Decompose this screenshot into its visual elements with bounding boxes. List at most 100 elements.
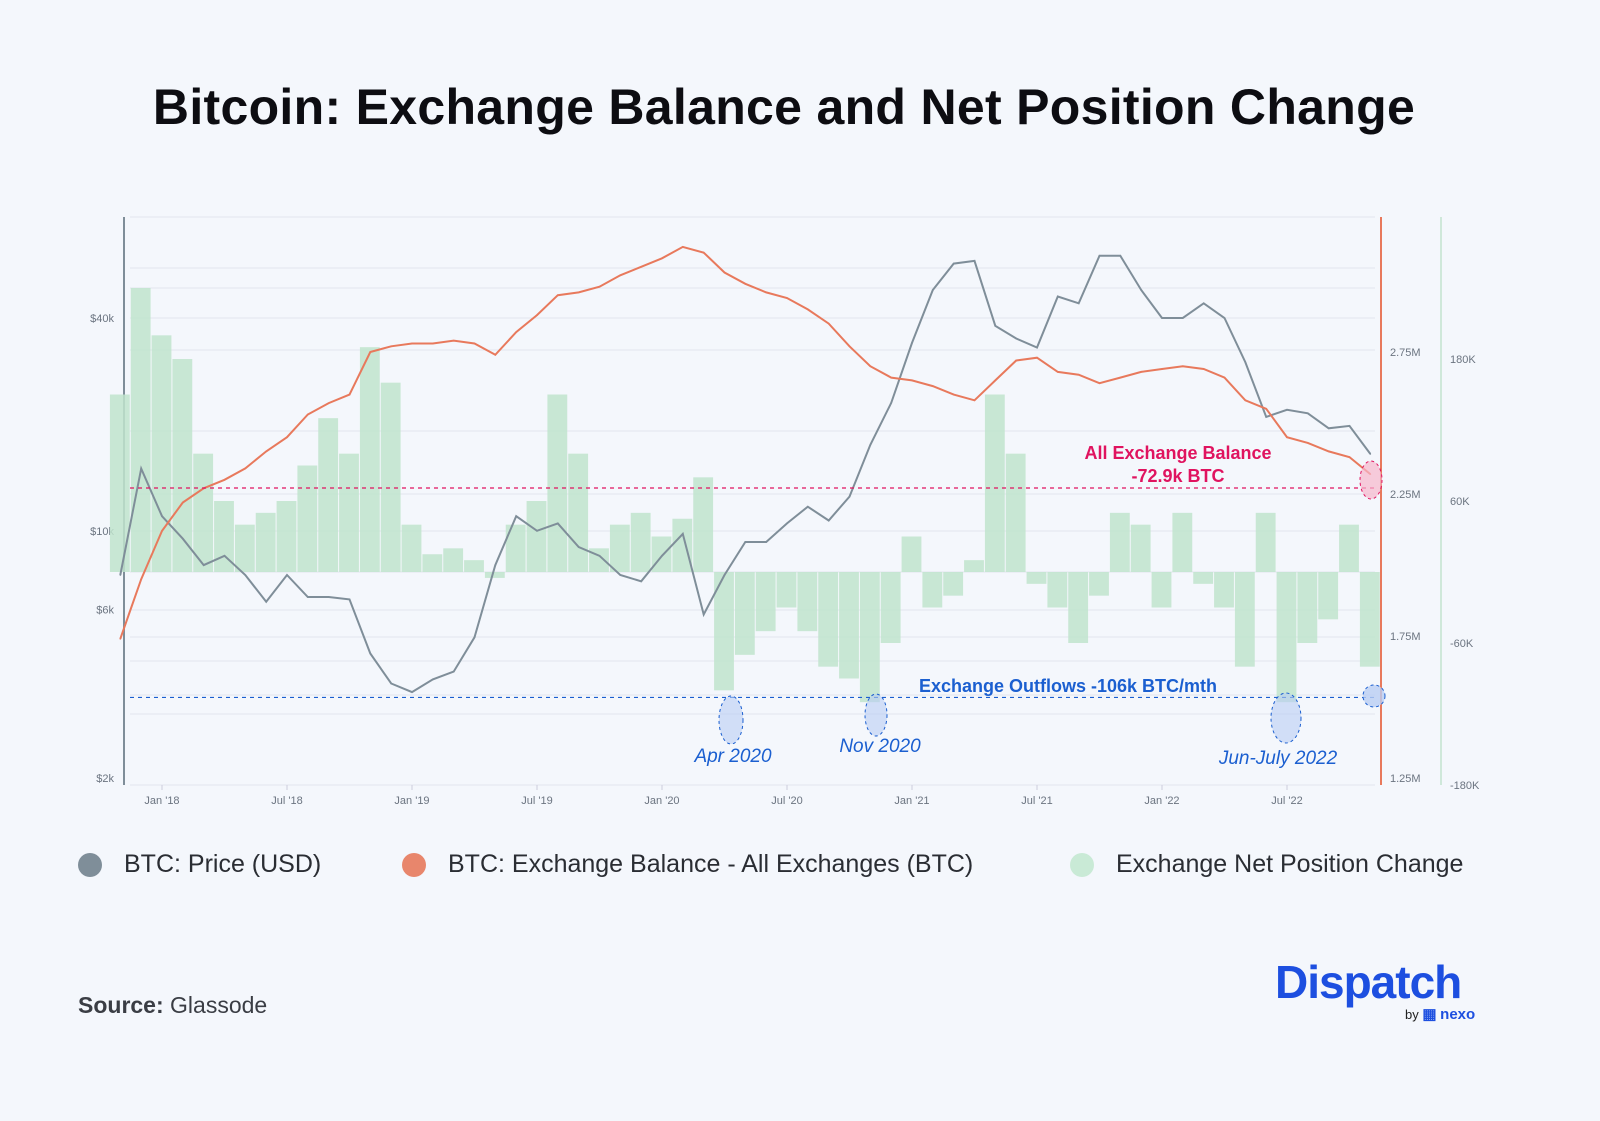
net-position-bar [693,477,714,572]
balance-point [1098,382,1101,385]
balance-point [952,393,955,396]
legend-swatch-price [78,852,102,877]
price-point [182,537,184,540]
price-point [557,522,559,525]
price-point [244,574,247,576]
price-point [202,564,205,566]
net-position-bar [901,536,922,572]
price-point [390,682,392,685]
net-position-bar [609,524,630,572]
balance-point [557,294,559,297]
price-point [1015,337,1017,340]
price-point [1036,346,1038,349]
balance-point [1182,365,1184,368]
x-tick-label: Jan '20 [644,795,679,807]
balance-point [682,246,684,248]
net-position-bar [984,394,1005,572]
price-point [598,555,601,557]
balance-point [619,274,622,277]
balance-point [494,354,497,356]
net-tick-label: 180K [1450,354,1476,366]
balance-point [119,638,122,640]
net-position-bar [464,560,484,572]
source-label: Source: [78,992,164,1018]
outflow-annotation: Exchange Outflows -106k BTC/mth [919,676,1217,696]
price-point [473,636,476,639]
period-highlight [864,693,888,737]
balance-point [265,450,267,453]
balance-point [911,379,913,382]
net-position-bar [193,453,214,572]
balance-point [307,413,309,416]
price-point [640,580,642,583]
net-position-bar [797,572,818,632]
net-position-bar [151,335,172,572]
balance-point [369,351,372,353]
balance-point [1036,356,1038,359]
price-point [577,546,580,548]
legend-item-balance: BTC: Exchange Balance - All Exchanges (B… [402,850,973,879]
price-point [140,467,142,470]
price-point [536,530,538,532]
net-position-bar [214,501,234,572]
price-point [119,574,122,576]
net-position-bar [484,572,505,578]
price-point [307,596,309,598]
balance-point [536,314,538,316]
net-position-bar [755,572,776,632]
net-position-bar [859,572,880,703]
net-position-bar [1255,512,1276,572]
net-position-bar [630,512,651,572]
period-highlight [718,695,744,745]
net-position-bar [1068,572,1089,643]
net-position-bar [1047,572,1068,608]
price-point [827,519,830,522]
logo-byline: by ▦ nexo [1405,1005,1475,1023]
balance-point [723,271,726,274]
net-tick-label: -60K [1450,638,1474,650]
balance-point [1077,373,1080,376]
net-position-bar [1089,572,1109,596]
price-point [744,541,747,543]
legend-label: BTC: Price (USD) [124,850,322,878]
price-point [848,495,851,498]
balance-point [1307,442,1309,444]
balance-point [348,393,351,396]
balance-tick-label: 2.25M [1390,489,1421,501]
balance-point [1140,371,1142,373]
balance-tick-label: 1.75M [1390,631,1421,643]
net-position-bar [1318,572,1339,620]
balance-annotation: All Exchange Balance [1084,443,1271,463]
net-position-bar [505,524,526,572]
net-position-bar [1339,524,1359,572]
price-point [952,262,955,265]
x-tick-label: Jul '20 [771,795,802,807]
price-point [1327,427,1330,430]
balance-point [1119,376,1122,379]
price-point [1244,361,1247,363]
net-position-bar [568,453,589,572]
net-tick-label: 60K [1450,496,1470,508]
price-point [723,574,726,576]
balance-point [161,530,163,532]
balance-highlight [1359,460,1383,500]
balance-point [848,345,851,348]
price-point [411,691,413,693]
x-tick-label: Jul '19 [521,795,552,807]
net-position-bar [714,572,734,691]
net-position-bar [1234,572,1255,667]
price-point [702,613,705,616]
net-position-bar [922,572,943,608]
price-point [1223,317,1226,319]
source-note: Source: Glassode [78,992,267,1019]
net-position-bar [672,518,693,572]
net-position-bar [130,288,151,572]
net-position-bar [1026,572,1047,584]
net-position-bar [1172,512,1193,572]
net-position-bar [839,572,859,679]
period-highlight [1270,692,1302,744]
price-tick-label: $2k [96,773,114,785]
source-value: Glassode [170,992,268,1018]
legend-label: Exchange Net Position Change [1116,850,1464,878]
